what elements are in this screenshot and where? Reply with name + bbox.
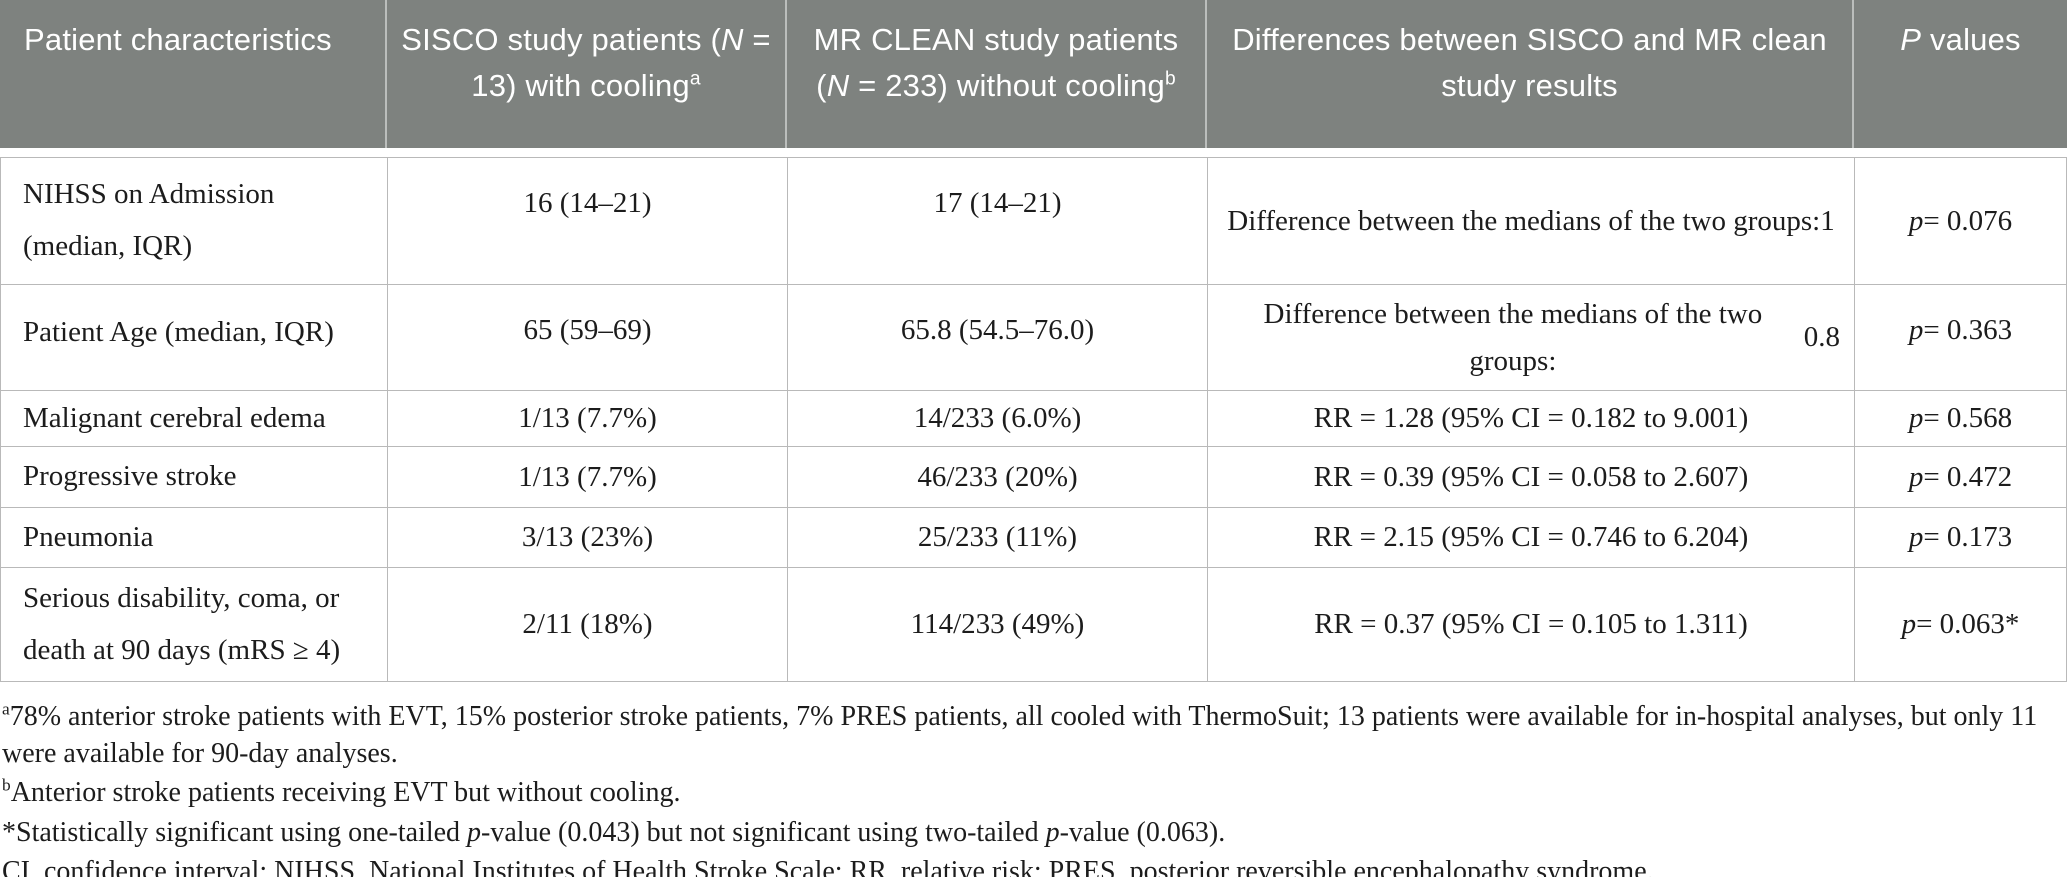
cell-characteristic: Malignant cerebral edema — [1, 391, 388, 447]
cell-sisco-value: 1/13 (7.7%) — [388, 447, 788, 508]
footnote-b: bAnterior stroke patients receiving EVT … — [2, 776, 681, 809]
table-body: NIHSS on Admission (median, IQR) 16 (14–… — [0, 157, 2067, 682]
cell-difference: RR = 2.15 (95% CI = 0.746 to 6.204) — [1208, 508, 1855, 568]
col-header-mr-clean-study: MR CLEAN study patients (N = 233) withou… — [787, 0, 1207, 148]
cell-sisco-value: 1/13 (7.7%) — [388, 391, 788, 447]
col-header-p-values: P values — [1854, 0, 2067, 148]
cell-difference: Difference between the medians of the tw… — [1208, 158, 1855, 285]
footnote-abbreviations: CI, confidence interval; NIHSS, National… — [2, 855, 1654, 877]
col-header-sisco-study: SISCO study patients (N = 13) with cooli… — [387, 0, 787, 148]
cell-characteristic: Progressive stroke — [1, 447, 388, 508]
cell-characteristic: Serious disability, coma, or death at 90… — [1, 568, 388, 681]
cell-p-value: p = 0.363 — [1855, 285, 2067, 391]
cell-difference: RR = 1.28 (95% CI = 0.182 to 9.001) — [1208, 391, 1855, 447]
cell-characteristic: Pneumonia — [1, 508, 388, 568]
cell-p-value: p = 0.063* — [1855, 568, 2067, 681]
footnote-a: a78% anterior stroke patients with EVT, … — [2, 699, 2038, 770]
cell-mr-clean-value: 17 (14–21) — [788, 158, 1208, 285]
cell-characteristic: NIHSS on Admission (median, IQR) — [1, 158, 388, 285]
cell-p-value: p = 0.173 — [1855, 508, 2067, 568]
col-header-patient-characteristics: Patient characteristics — [0, 0, 387, 148]
cell-sisco-value: 65 (59–69) — [388, 285, 788, 391]
cell-mr-clean-value: 46/233 (20%) — [788, 447, 1208, 508]
col-header-differences: Differences between SISCO and MR clean s… — [1207, 0, 1854, 148]
cell-sisco-value: 16 (14–21) — [388, 158, 788, 285]
footnote-asterisk: *Statistically significant using one-tai… — [2, 816, 1226, 848]
cell-p-value: p = 0.568 — [1855, 391, 2067, 447]
cell-mr-clean-value: 114/233 (49%) — [788, 568, 1208, 681]
table-header-row: Patient characteristics SISCO study pati… — [0, 0, 2067, 148]
cell-mr-clean-value: 25/233 (11%) — [788, 508, 1208, 568]
cell-p-value: p = 0.076 — [1855, 158, 2067, 285]
cell-sisco-value: 2/11 (18%) — [388, 568, 788, 681]
cell-sisco-value: 3/13 (23%) — [388, 508, 788, 568]
cell-difference: RR = 0.39 (95% CI = 0.058 to 2.607) — [1208, 447, 1855, 508]
cell-difference: Difference between the medians of the tw… — [1208, 285, 1855, 391]
cell-difference: RR = 0.37 (95% CI = 0.105 to 1.311) — [1208, 568, 1855, 681]
cell-mr-clean-value: 14/233 (6.0%) — [788, 391, 1208, 447]
cell-characteristic: Patient Age (median, IQR) — [1, 285, 388, 391]
cell-mr-clean-value: 65.8 (54.5–76.0) — [788, 285, 1208, 391]
table-footnotes: a78% anterior stroke patients with EVT, … — [0, 698, 2067, 877]
cell-p-value: p = 0.472 — [1855, 447, 2067, 508]
